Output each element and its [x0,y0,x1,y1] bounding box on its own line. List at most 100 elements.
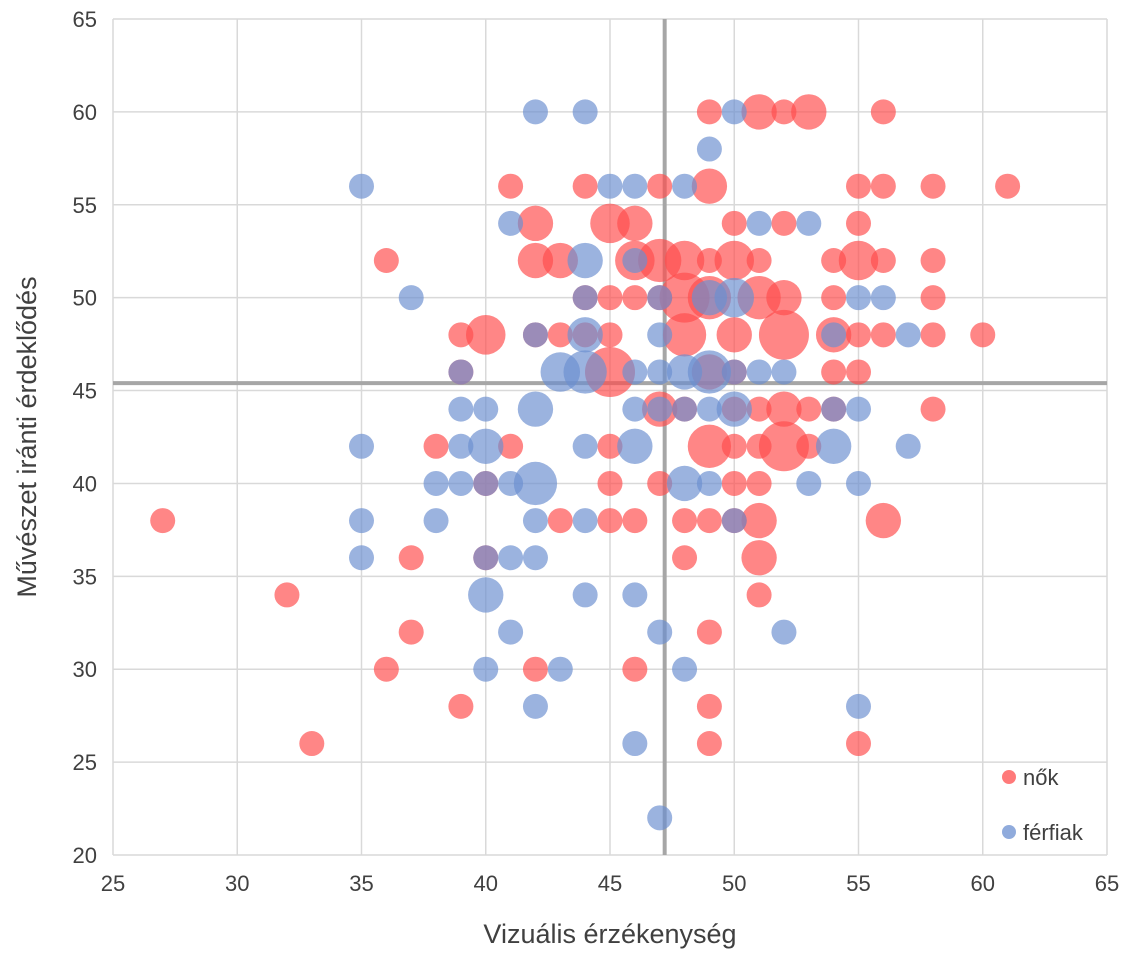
bubble-point [572,99,598,125]
bubble-point [547,656,573,682]
bubble-point [920,396,946,422]
legend-item-ferfiak: férfiak [1002,820,1084,845]
bubble-point [647,805,673,831]
bubble-point [846,210,871,236]
bubble-point [687,350,732,394]
bubble-point [522,99,548,125]
bubble-point [473,545,499,571]
bubble-point [522,322,548,348]
bubble-point [771,619,797,645]
bubble-point [373,656,399,682]
bubble-point [398,545,424,571]
bubble-point [691,168,728,204]
bubble-point [796,433,822,459]
bubble-point [821,285,847,311]
bubble-point [846,396,871,422]
bubble-point [821,396,847,422]
bubble-point [870,248,896,274]
bubble-point [498,173,524,199]
bubble-point [741,540,777,576]
bubble-point [522,545,548,571]
bubble-point [468,577,504,613]
bubble-point [448,359,474,385]
bubble-point [398,619,424,645]
bubble-point [771,99,797,125]
bubble-point [741,502,777,539]
bubble-point [846,322,871,348]
bubble-point [542,242,578,279]
bubble-point [522,656,548,682]
bubble-point [349,545,374,571]
legend-swatch-ferfiak [1002,825,1016,839]
bubble-point [617,205,653,242]
series-nok [150,94,1021,757]
y-tick-label: 45 [73,379,97,404]
y-tick-label: 40 [73,471,97,496]
bubble-point [448,396,474,422]
bubble-point [721,359,747,385]
x-tick-labels: 25 30 35 40 45 50 55 60 65 [101,871,1119,896]
bubble-point [920,248,946,274]
x-tick-label: 50 [722,871,746,896]
legend-item-nok: nők [1002,765,1059,790]
bubble-point [766,279,802,316]
bubble-point [746,359,772,385]
bubble-point [517,391,554,427]
bubble-point [597,285,623,311]
bubble-point [567,317,603,353]
y-tick-label: 35 [73,564,97,589]
bubble-point [796,396,822,422]
bubble-point [498,210,524,236]
bubble-point [572,173,598,199]
bubble-point [666,465,703,502]
x-tick-label: 55 [846,871,870,896]
bubble-point [622,582,648,608]
x-tick-label: 35 [349,871,373,896]
bubble-point [622,508,648,534]
bubble-point [647,619,673,645]
bubble-point [696,99,722,125]
bubble-point [758,421,809,472]
bubble-point [567,242,603,279]
legend-label-ferfiak: férfiak [1023,820,1084,845]
bubble-point [647,322,673,348]
bubble-point [865,502,902,539]
bubble-point [995,173,1021,199]
bubble-point [597,470,623,496]
bubble-point [349,173,374,199]
bubble-point [647,359,673,385]
bubble-point [746,248,772,274]
series-ferfiak [349,99,921,831]
x-tick-label: 25 [101,871,125,896]
bubble-point [846,731,871,757]
bubble-point [349,508,374,534]
bubble-point [846,470,871,496]
bubble-point [597,173,623,199]
bubble-point [622,359,648,385]
bubble-point [815,428,852,464]
bubble-point [622,173,648,199]
bubble-point [895,433,921,459]
bubble-point [696,470,722,496]
bubble-point [696,619,722,645]
bubble-point [846,359,871,385]
bubble-point [299,731,325,757]
bubble-point [796,470,822,496]
bubble-point [672,508,698,534]
bubble-point [572,508,598,534]
bubble-point [498,619,524,645]
y-tick-labels: 20 25 30 35 40 45 50 55 60 65 [73,7,97,868]
bubble-point [714,277,755,318]
bubble-point [870,99,896,125]
bubble-point [423,508,449,534]
bubble-point [716,317,752,353]
bubble-point [721,99,747,125]
bubble-point [696,731,722,757]
legend: nők férfiak [1002,765,1084,845]
bubble-point [664,240,705,281]
bubble-point [547,322,573,348]
bubble-point [572,285,598,311]
bubble-point [423,470,449,496]
y-tick-label: 65 [73,7,97,32]
